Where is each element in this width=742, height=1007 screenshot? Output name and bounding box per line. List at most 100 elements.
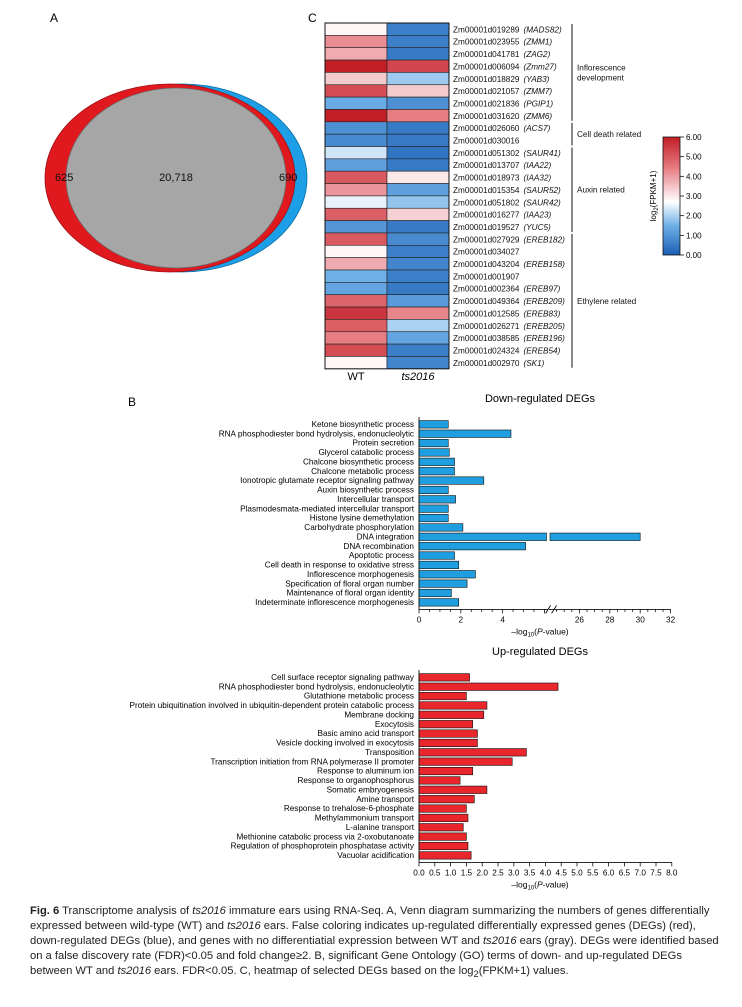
up-bar xyxy=(418,701,488,710)
up-x-tick-label: 5.0 xyxy=(571,868,583,877)
heatmap-row-label: Zm00001d051302 (SAUR41) xyxy=(453,149,561,158)
heatmap-cell xyxy=(324,294,388,308)
up-x-tick-label: 6.0 xyxy=(603,868,615,877)
up-bar xyxy=(418,682,559,691)
heatmap-frame xyxy=(324,22,450,370)
up-bar xyxy=(418,692,467,701)
heatmap-cell xyxy=(324,319,388,333)
up-x-tick-label: 5.5 xyxy=(587,868,599,877)
heatmap-row-label: Zm00001d013707 (IAA22) xyxy=(453,161,551,170)
down-bar xyxy=(418,467,455,476)
down-bar-label: Chalcone biosynthetic process xyxy=(303,457,414,466)
venn-down-count: 690 xyxy=(279,172,297,184)
caption-text: ts2016 xyxy=(482,935,517,947)
heatmap-cell xyxy=(324,109,388,123)
heatmap-cell xyxy=(386,195,450,209)
down-x-tick-label: 4 xyxy=(500,615,505,624)
heatmap-cell xyxy=(386,22,450,36)
caption-figure-number: Fig. 6 xyxy=(30,905,60,917)
heatmap-cell xyxy=(324,343,388,357)
heatmap-cell xyxy=(324,84,388,98)
colorbar: log2(FPKM+1) 0.00 1.00 2.00 3.00 4.00 5.00 6.0… xyxy=(649,133,702,260)
heatmap-cell xyxy=(324,170,388,184)
up-bar-label: Basic amino acid transport xyxy=(318,729,415,738)
down-x-axis-title: –log10(P-value) xyxy=(511,626,568,638)
heatmap-cell xyxy=(386,84,450,98)
up-bar-label: Response to aluminum ion xyxy=(317,767,414,776)
heatmap-cell xyxy=(324,47,388,61)
caption-text: ears. FDR<0.05. C, heatmap of selected D… xyxy=(151,965,474,977)
venn-shared-count: 20,718 xyxy=(159,172,193,184)
down-bar xyxy=(418,542,526,551)
up-bar-label: Transposition xyxy=(365,748,414,757)
venn-diagram: 625 20,718 690 xyxy=(44,83,308,273)
heatmap-row-label: Zm00001d021057 (ZMM7) xyxy=(453,87,552,96)
heatmap-group-label: Inflorescence xyxy=(577,63,626,72)
heatmap: Zm00001d019289 (MADS82) Zm00001d023955 (ZMM… xyxy=(324,22,642,370)
caption-text: ts2016 xyxy=(227,920,261,932)
heatmap-row-label: Zm00001d019527 (YUC5) xyxy=(453,223,551,232)
heatmap-cell xyxy=(386,146,450,160)
heatmap-cell xyxy=(386,245,450,258)
up-bar xyxy=(418,823,464,832)
up-bar xyxy=(418,738,478,747)
up-chart-title: Up-regulated DEGs xyxy=(492,646,588,658)
heatmap-cell xyxy=(324,183,388,197)
heatmap-cell xyxy=(324,158,388,172)
heatmap-row-label: Zm00001d023955 (ZMM1) xyxy=(453,38,552,47)
down-bar-label: Maintenance of floral organ identity xyxy=(287,589,415,598)
heatmap-cell xyxy=(386,72,450,86)
down-bar-label: Intercellular transport xyxy=(337,495,415,504)
colorbar-tick-label: 3.00 xyxy=(686,192,702,201)
down-bar xyxy=(418,579,468,588)
up-x-tick-label: 1.0 xyxy=(445,868,457,877)
down-bar xyxy=(418,551,455,560)
down-bar-label: RNA phosphodiester bond hydrolysis, endo… xyxy=(219,429,414,438)
colorbar-gradient xyxy=(662,136,681,256)
heatmap-cell xyxy=(324,195,388,209)
heatmap-cell xyxy=(386,343,450,357)
heatmap-group-label: development xyxy=(577,73,625,82)
down-bar-continued xyxy=(549,532,641,541)
heatmap-cell xyxy=(324,232,388,246)
up-bar-label: Response to trehalose-6-phosphate xyxy=(284,804,415,813)
caption-text: immature ears using RNA-Seq. A, Venn dia… xyxy=(30,905,710,932)
up-x-tick-label: 8.0 xyxy=(666,868,678,877)
venn-up-count: 625 xyxy=(55,172,73,184)
heatmap-row-label: Zm00001d026060 (ACS7) xyxy=(453,124,551,133)
down-x-tick-label: 28 xyxy=(605,615,615,624)
heatmap-row-label: Zm00001d002364 (EREB97) xyxy=(453,285,561,294)
up-bar-label: Cell surface receptor signaling pathway xyxy=(271,673,415,682)
colorbar-tick-label: 1.00 xyxy=(686,231,702,240)
up-bar-label: L-alanine transport xyxy=(346,823,415,832)
heatmap-cell xyxy=(386,183,450,197)
up-bar xyxy=(418,729,478,738)
heatmap-row-label: Zm00001d002970 (SK1) xyxy=(453,359,545,368)
down-bar-label: Ionotropic glutamate receptor signaling … xyxy=(240,476,415,485)
heatmap-cell xyxy=(386,306,450,320)
heatmap-group-label: Auxin related xyxy=(577,186,625,195)
down-x-tick-label: 0 xyxy=(417,615,422,624)
up-bar xyxy=(418,748,527,757)
heatmap-row-label: Zm00001d021836 (PGIP1) xyxy=(453,99,553,108)
heatmap-cell xyxy=(386,269,450,283)
caption-text: ts2016 xyxy=(117,965,152,977)
up-bar-label: Amine transport xyxy=(356,795,415,804)
venn-shared-set xyxy=(65,87,287,269)
down-bar-label: Cell death in response to oxidative stre… xyxy=(265,561,414,570)
heatmap-row-label: Zm00001d031620 (ZMM6) xyxy=(453,112,552,121)
figure-canvas: A C B 625 20,718 690 Zm00001d019289 (MADS… xyxy=(44,11,702,891)
heatmap-row-label: Zm00001d027929 (EREB182) xyxy=(453,235,565,244)
up-bar-label: Somatic embryogenesis xyxy=(327,785,414,794)
colorbar-label: log2(FPKM+1) xyxy=(649,170,660,221)
up-x-tick-label: 7.5 xyxy=(650,868,662,877)
up-x-tick-label: 0.5 xyxy=(429,868,441,877)
heatmap-row-label: Zm00001d038585 (EREB196) xyxy=(453,334,565,343)
caption-text: Transcriptome analysis of xyxy=(59,905,193,917)
heatmap-cell xyxy=(324,331,388,345)
heatmap-cell xyxy=(324,22,388,36)
down-regulated-bar-chart: Down-regulated DEGs Ketone biosynthetic p… xyxy=(219,393,676,638)
colorbar-tick-label: 0.00 xyxy=(686,251,702,260)
up-x-tick-label: 1.5 xyxy=(461,868,473,877)
colorbar-tick-label: 6.00 xyxy=(686,133,702,142)
